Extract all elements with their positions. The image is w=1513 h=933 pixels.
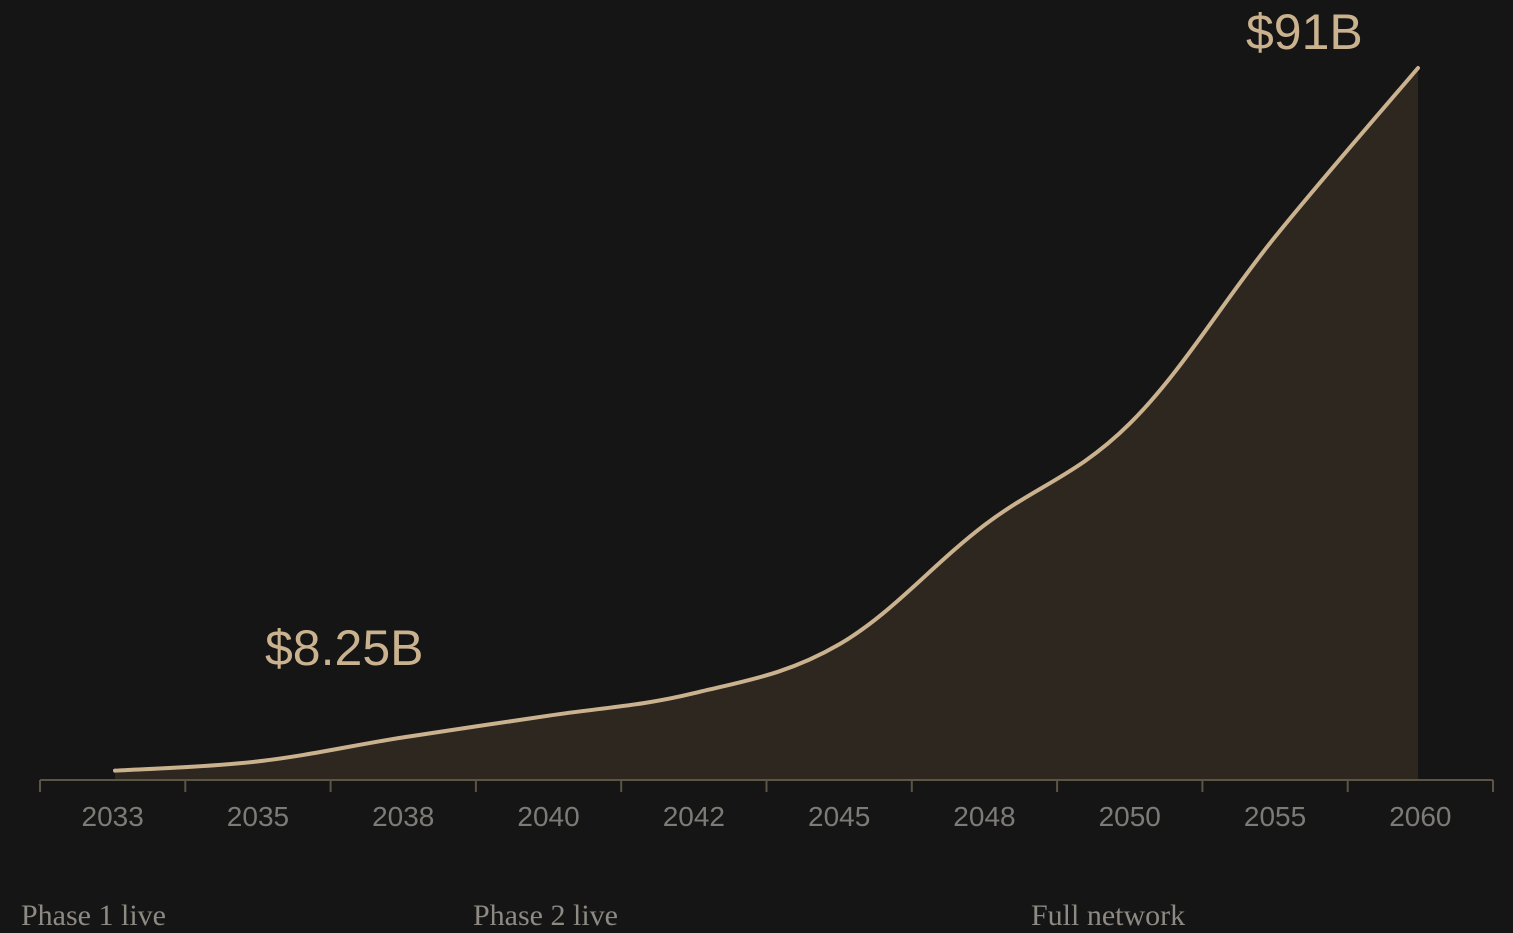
x-tick-label: 2048	[953, 801, 1015, 832]
x-tick-label: 2042	[663, 801, 725, 832]
start-value-annotation: $8.25B	[265, 620, 423, 676]
x-tick-label: 2045	[808, 801, 870, 832]
x-axis: 2033 2035 2038 2040 2042 2045 2048 2050 2055 2060	[39, 779, 1494, 832]
x-tick-label: 2060	[1389, 801, 1451, 832]
series-line	[113, 66, 1420, 773]
x-tick-label: 2040	[517, 801, 579, 832]
x-tick-label: 2050	[1099, 801, 1161, 832]
full-network-label: Full network	[1031, 899, 1186, 932]
line-layer	[113, 66, 1420, 773]
x-tick-label: 2035	[227, 801, 289, 832]
x-tick-label: 2033	[82, 801, 144, 832]
area-layer	[115, 68, 1418, 780]
phase-1-label: Phase 1 live	[21, 899, 166, 932]
area-fill	[115, 68, 1418, 780]
x-tick-label: 2055	[1244, 801, 1306, 832]
phase-2-label: Phase 2 live	[473, 899, 618, 932]
annotation-layer: $8.25B $91B	[265, 4, 1363, 676]
x-tick-label: 2038	[372, 801, 434, 832]
end-value-annotation: $91B	[1246, 4, 1363, 60]
